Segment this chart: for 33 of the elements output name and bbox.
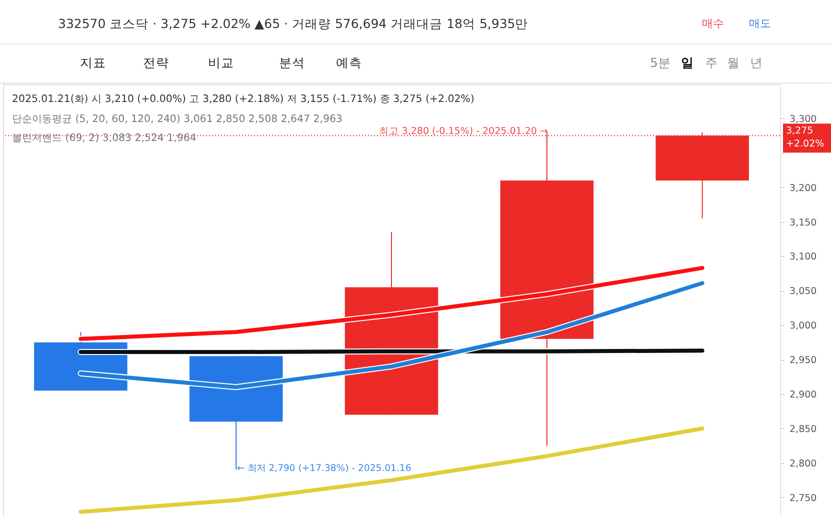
line-series <box>78 426 704 514</box>
annotation: ← 최저 2,790 (+17.38%) - 2025.01.16 <box>237 463 412 474</box>
y-tick-label: 2,900 <box>790 390 817 401</box>
y-tick-label: 3,200 <box>790 182 817 194</box>
text: 일 <box>681 55 694 70</box>
annotation: 볼린저밴드 (69, 2) 3,083 2,524 1,964 <box>12 133 196 144</box>
text: 전략 <box>143 55 169 70</box>
text: 매수 <box>702 17 724 30</box>
y-tick-label: 3,000 <box>790 320 817 332</box>
text: 지표 <box>80 55 106 70</box>
text: 년 <box>750 55 763 70</box>
annotation: 2025.01.21(화) 시 3,210 (+0.00%) 고 3,280 (+2.18%) 저 3,155 (-1.71%) 종 3,275 (+2.02%) <box>12 94 474 105</box>
annotation: 단순이동평균 (5, 20, 60, 120, 240) 3,061 2,850 2,508 2,647 2,963 <box>12 114 342 125</box>
y-tick-label: 2,950 <box>790 355 817 366</box>
line-series <box>78 264 706 342</box>
y-tick-label: 3,150 <box>790 217 817 228</box>
text: 5분 <box>650 55 671 70</box>
y-tick-label: 3,100 <box>790 252 817 263</box>
ref-line-label: 3,275 +2.02% <box>786 126 824 150</box>
y-tick-label: 3,050 <box>790 286 817 298</box>
annotation: 최고 3,280 (-0.15%) - 2025.01.20 → <box>378 126 548 138</box>
text: 월 <box>727 55 740 70</box>
text: 비교 <box>208 55 234 70</box>
text: 예측 <box>336 55 362 70</box>
y-tick-label: 2,750 <box>790 492 817 504</box>
y-tick-label: 3,300 <box>790 114 817 125</box>
text: 분석 <box>279 55 305 70</box>
y-tick-label: 2,800 <box>790 458 817 470</box>
text: 주 <box>705 55 718 70</box>
line-series <box>78 280 706 390</box>
chart-title: 332570 코스닥 · 3,275 +2.02% ▲65 · 거래량 576,694 거래대금 18억 5,935만 <box>58 16 528 31</box>
text: 매도 <box>749 17 771 30</box>
y-tick-label: 2,850 <box>790 424 817 435</box>
